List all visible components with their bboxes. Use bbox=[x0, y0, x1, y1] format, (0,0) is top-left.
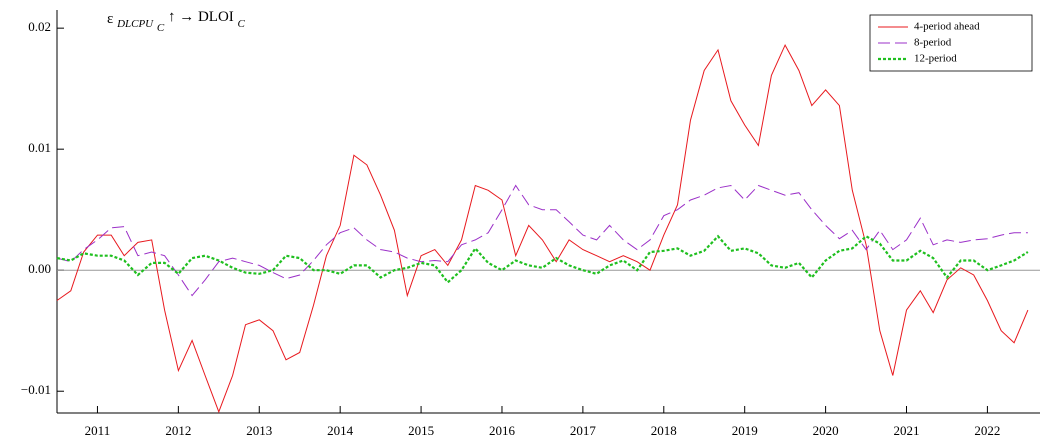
title-epsilon: ε bbox=[107, 11, 113, 27]
x-tick-label: 2020 bbox=[813, 423, 839, 438]
title-sub: C bbox=[238, 18, 246, 30]
title-arrow: ↑ → DLOI bbox=[168, 9, 234, 25]
x-tick-label: 2015 bbox=[408, 423, 434, 438]
series-line bbox=[56, 43, 1029, 414]
series-line bbox=[56, 234, 1029, 284]
x-tick-label: 2011 bbox=[85, 423, 111, 438]
x-tick-label: 2022 bbox=[974, 423, 1000, 438]
x-tick-label: 2019 bbox=[732, 423, 758, 438]
y-tick-label: −0.01 bbox=[21, 382, 51, 397]
chart-title: ε DLCPU C ↑ → DLOI C bbox=[107, 9, 246, 35]
y-tick-label: 0.01 bbox=[28, 140, 51, 155]
legend-label: 12-period bbox=[914, 53, 957, 65]
x-tick-label: 2021 bbox=[894, 423, 920, 438]
legend-label: 4-period ahead bbox=[914, 21, 980, 33]
y-tick-label: 0.02 bbox=[28, 19, 51, 34]
title-subsub: C bbox=[157, 22, 165, 34]
x-tick-label: 2014 bbox=[327, 423, 354, 438]
x-tick-label: 2017 bbox=[570, 423, 597, 438]
x-tick-label: 2013 bbox=[246, 423, 272, 438]
y-tick-label: 0.00 bbox=[28, 261, 51, 276]
x-tick-label: 2018 bbox=[651, 423, 677, 438]
x-tick-label: 2016 bbox=[489, 423, 516, 438]
legend: 4-period ahead 8-period 12-period bbox=[869, 14, 1033, 72]
title-sub: DLCPU bbox=[116, 18, 154, 30]
legend-label: 8-period bbox=[914, 37, 952, 49]
x-tick-label: 2012 bbox=[165, 423, 191, 438]
series-line bbox=[56, 184, 1028, 297]
